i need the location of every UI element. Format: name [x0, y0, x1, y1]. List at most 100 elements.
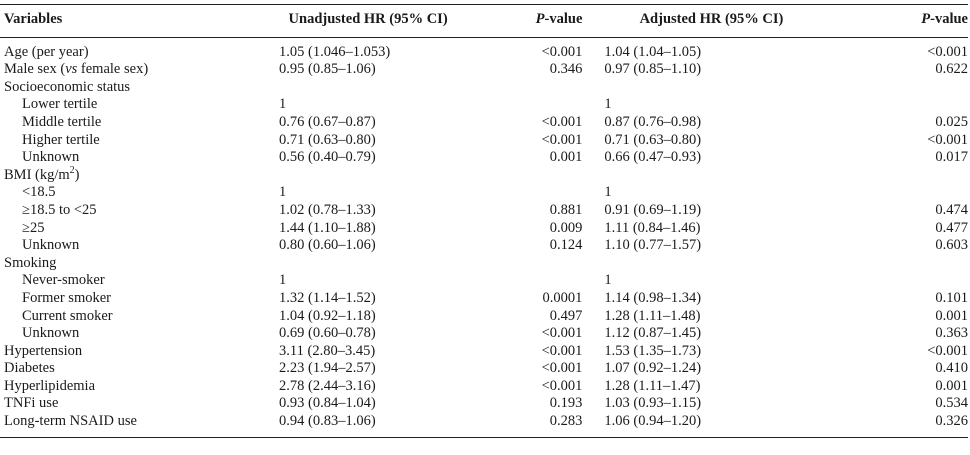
p-value-suffix: -value — [930, 11, 968, 27]
cell-adjusted-p: 0.017 — [935, 149, 968, 166]
cell-unadjusted-hr: 1.05 (1.046–1.053) — [279, 43, 391, 60]
cell-unadjusted-p — [479, 255, 582, 273]
cell-adjusted-p: <0.001 — [927, 43, 968, 60]
cell-unadjusted-p: <0.001 — [541, 377, 583, 394]
cell-adjusted-hr — [582, 255, 840, 273]
cell-adjusted-hr: 1.28 (1.11–1.47) — [604, 377, 701, 394]
cell-adjusted-p: 0.622 — [935, 61, 968, 78]
cell-variable: Age (per year) — [4, 43, 89, 60]
cell-variable: Unknown — [22, 237, 80, 254]
header-variables: Variables — [0, 4, 258, 38]
cell-adjusted-hr: 1.53 (1.35–1.73) — [604, 342, 702, 359]
cell-unadjusted-hr: 0.95 (0.85–1.06) — [279, 61, 376, 78]
cell-unadjusted-p — [479, 272, 582, 290]
cell-variable: ≥25 — [22, 219, 45, 236]
cell-unadjusted-hr — [257, 255, 479, 273]
cell-variable: <18.5 — [22, 184, 56, 201]
cell-unadjusted-hr: 1 — [279, 184, 287, 201]
cell-adjusted-hr: 0.71 (0.63–0.80) — [604, 131, 702, 148]
cell-adjusted-hr: 0.87 (0.76–0.98) — [604, 113, 702, 130]
cell-adjusted-hr: 1.04 (1.04–1.05) — [604, 43, 702, 60]
table-row: Unknown 0.69 (0.60–0.78) <0.001 1.12 (0.87–… — [0, 325, 968, 343]
header-row: Variables Unadjusted HR (95% CI) P-value… — [0, 4, 968, 38]
p-letter: P — [535, 11, 545, 27]
cell-unadjusted-p: 0.0001 — [542, 289, 583, 306]
cell-unadjusted-p: 0.497 — [549, 307, 583, 324]
cell-variable: Lower tertile — [22, 96, 98, 113]
cell-adjusted-hr: 1.06 (0.94–1.20) — [582, 413, 841, 438]
cell-adjusted-hr: 1 — [604, 272, 612, 289]
table-row: Diabetes 2.23 (1.94–2.57) <0.001 1.07 (0.92… — [0, 360, 968, 378]
cell-unadjusted-hr: 0.94 (0.83–1.06) — [257, 413, 480, 438]
cell-adjusted-hr — [582, 167, 840, 185]
cell-adjusted-p — [841, 79, 968, 97]
cell-adjusted-hr: 1.10 (0.77–1.57) — [604, 237, 702, 254]
cell-unadjusted-hr: 0.80 (0.60–1.06) — [279, 237, 376, 254]
cell-unadjusted-hr: 1.44 (1.10–1.88) — [279, 219, 376, 236]
cell-adjusted-p — [841, 255, 968, 273]
cell-adjusted-p — [841, 272, 968, 290]
cell-unadjusted-hr: 0.93 (0.84–1.04) — [279, 395, 376, 412]
table-row: Smoking — [0, 255, 968, 273]
cell-unadjusted-hr: 1.32 (1.14–1.52) — [279, 289, 376, 306]
header-p-value-adjusted: P-value — [840, 4, 968, 38]
cell-unadjusted-hr: 2.78 (2.44–3.16) — [279, 377, 376, 394]
cell-unadjusted-p — [479, 96, 582, 114]
table-row: ≥18.5 to <25 1.02 (0.78–1.33) 0.881 0.91 (0… — [0, 202, 968, 220]
cell-unadjusted-p: <0.001 — [541, 325, 583, 342]
table-row: Socioeconomic status — [0, 79, 968, 97]
cell-adjusted-p: 0.001 — [935, 377, 968, 394]
hazard-ratio-table: Variables Unadjusted HR (95% CI) P-value… — [0, 4, 968, 438]
cell-variable: Unknown — [22, 325, 80, 342]
cell-unadjusted-p: 0.346 — [549, 61, 583, 78]
cell-unadjusted-p: 0.881 — [549, 201, 583, 218]
cell-unadjusted-hr: 1 — [279, 96, 287, 113]
table-header: Variables Unadjusted HR (95% CI) P-value… — [0, 4, 968, 38]
cell-unadjusted-p: 0.193 — [549, 395, 583, 412]
cell-unadjusted-hr: 1.04 (0.92–1.18) — [279, 307, 376, 324]
variable-text: Male sex ( — [4, 61, 66, 78]
cell-adjusted-hr: 0.66 (0.47–0.93) — [604, 149, 702, 166]
cell-variable: Never-smoker — [22, 272, 105, 289]
cell-adjusted-hr: 1 — [604, 96, 612, 113]
table-row: Male sex (vs female sex) 0.95 (0.85–1.06)… — [0, 61, 968, 79]
cell-adjusted-hr: 1.11 (0.84–1.46) — [604, 219, 701, 236]
cell-variable: Current smoker — [22, 307, 113, 324]
cell-adjusted-hr: 1.14 (0.98–1.34) — [604, 289, 702, 306]
cell-variable: Diabetes — [4, 360, 55, 377]
header-adjusted-hr: Adjusted HR (95% CI) — [582, 4, 841, 38]
cell-adjusted-p: 0.363 — [935, 325, 968, 342]
cell-adjusted-hr: 0.91 (0.69–1.19) — [604, 201, 702, 218]
cell-adjusted-p: <0.001 — [927, 342, 968, 359]
cell-variable: Hyperlipidemia — [4, 377, 96, 394]
cell-variable: Long-term NSAID use — [0, 413, 258, 438]
cell-unadjusted-hr: 0.56 (0.40–0.79) — [279, 149, 376, 166]
cell-adjusted-p — [841, 184, 968, 202]
header-p-value-unadjusted: P-value — [479, 4, 583, 38]
cell-unadjusted-p: 0.124 — [549, 237, 583, 254]
cell-adjusted-p: 0.410 — [935, 360, 968, 377]
cell-variable: Hypertension — [4, 342, 83, 359]
variable-text: ) — [74, 166, 80, 183]
cell-unadjusted-hr — [257, 167, 479, 185]
cell-adjusted-hr: 1 — [604, 184, 612, 201]
cell-unadjusted-hr: 0.71 (0.63–0.80) — [279, 131, 376, 148]
table-row: Hypertension 3.11 (2.80–3.45) <0.001 1.53 (… — [0, 343, 968, 361]
cell-adjusted-hr: 1.07 (0.92–1.24) — [604, 360, 702, 377]
cell-unadjusted-p: 0.009 — [549, 219, 583, 236]
cell-variable: BMI (kg/m2) — [0, 165, 257, 185]
cell-unadjusted-p: <0.001 — [541, 360, 583, 377]
cell-adjusted-hr: 0.97 (0.85–1.10) — [604, 61, 702, 78]
cell-unadjusted-p: <0.001 — [541, 43, 583, 60]
table-row: Former smoker 1.32 (1.14–1.52) 0.0001 1.14 … — [0, 290, 968, 308]
cell-adjusted-hr: 1.12 (0.87–1.45) — [604, 325, 702, 342]
cell-adjusted-hr — [582, 79, 840, 97]
cell-unadjusted-p: <0.001 — [541, 113, 583, 130]
cell-variable: Middle tertile — [22, 113, 102, 130]
cell-unadjusted-hr: 1 — [279, 272, 287, 289]
variable-italic-text: vs — [65, 61, 78, 78]
cell-adjusted-p: 0.025 — [935, 113, 968, 130]
cell-adjusted-hr: 1.28 (1.11–1.48) — [604, 307, 701, 324]
table-row: <18.5 1 1 — [0, 184, 968, 202]
